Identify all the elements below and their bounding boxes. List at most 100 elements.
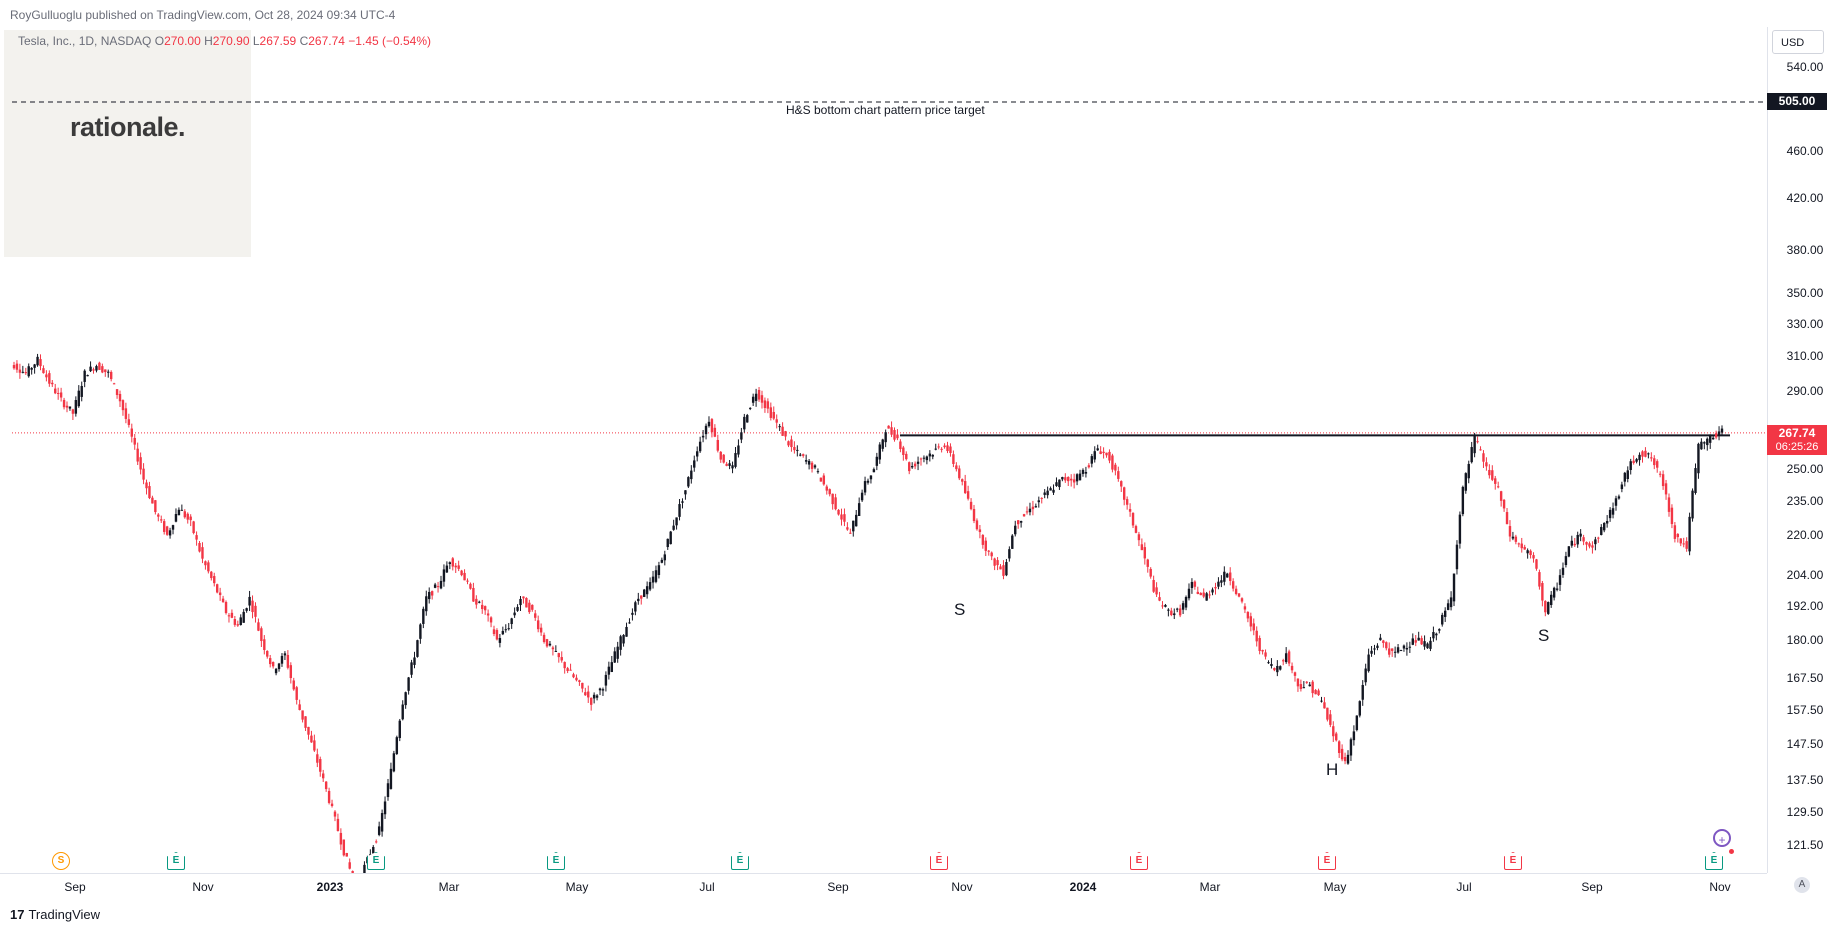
earnings-event-icon[interactable]: E — [1504, 852, 1522, 870]
candle-body — [1081, 469, 1085, 474]
candle-body — [1317, 690, 1320, 696]
candle-body — [663, 554, 667, 561]
candle-body — [595, 695, 599, 698]
candle-body — [398, 720, 401, 739]
price-chart[interactable] — [0, 0, 1767, 873]
candle-body — [996, 560, 999, 566]
candle-body — [869, 475, 873, 480]
candle-body — [260, 628, 263, 642]
candle-body — [1149, 568, 1152, 577]
candle-body — [875, 456, 879, 466]
candle-body — [601, 689, 605, 691]
candle-body — [36, 356, 39, 366]
candle-body — [1311, 681, 1314, 694]
earnings-event-icon[interactable]: E — [1318, 852, 1336, 870]
candle-body — [1052, 489, 1055, 493]
candle-body — [204, 561, 207, 566]
candle-body — [849, 532, 852, 534]
candle-body — [961, 479, 964, 482]
candle-body — [1449, 597, 1453, 608]
earnings-event-icon[interactable]: E — [167, 852, 185, 870]
candle-body — [1644, 450, 1647, 457]
earnings-event-icon[interactable]: E — [367, 852, 385, 870]
candle-body — [734, 453, 737, 467]
candle-body — [395, 737, 399, 754]
candle-body — [98, 362, 101, 370]
candle-body — [1402, 645, 1406, 649]
time-axis[interactable]: Sep Nov 2023 Mar May Jul Sep Nov 2024 Mar May Jul Se… — [0, 873, 1767, 899]
auto-scale-button[interactable]: A — [1794, 877, 1810, 893]
candle-body — [304, 716, 307, 728]
candle-body — [1555, 588, 1559, 590]
candle-body — [669, 531, 672, 545]
split-event-icon[interactable]: S — [52, 852, 70, 870]
candle-body — [1025, 511, 1029, 513]
candle-body — [15, 363, 19, 370]
candle-body — [934, 448, 937, 450]
candle-body — [1320, 700, 1323, 702]
candle-body — [919, 458, 923, 460]
candle-body — [1252, 623, 1255, 631]
candle-body — [30, 368, 33, 370]
candle-body — [507, 628, 510, 630]
candle-body — [1308, 684, 1311, 687]
candle-body — [1603, 522, 1606, 531]
candle-body — [1617, 496, 1621, 499]
candle-body — [563, 662, 566, 669]
candle-body — [157, 514, 160, 517]
candle-body — [1284, 653, 1288, 663]
candle-body — [1496, 486, 1500, 488]
candle-body — [298, 704, 301, 710]
candle-body — [257, 622, 260, 631]
candle-body — [1273, 668, 1276, 671]
candle-body — [1714, 433, 1718, 438]
candle-body — [784, 431, 787, 437]
candle-body — [740, 432, 743, 440]
earnings-event-icon[interactable]: E — [1130, 852, 1148, 870]
candle-body — [1653, 458, 1656, 466]
candle-body — [1376, 645, 1379, 648]
candle-body — [554, 650, 558, 652]
candle-body — [831, 493, 834, 505]
candle-body — [625, 626, 628, 637]
candle-body — [896, 434, 899, 439]
candle-body — [522, 596, 525, 599]
candle-body — [148, 486, 151, 499]
candle-body — [363, 864, 366, 873]
candle-body — [380, 813, 384, 832]
price-scale-label: 157.50 — [1786, 702, 1824, 717]
candle-body — [1508, 526, 1512, 537]
candle-body — [1694, 468, 1697, 494]
candle-body — [660, 559, 664, 563]
candle-body — [56, 393, 60, 395]
earnings-event-icon[interactable]: E — [731, 852, 749, 870]
candle-body — [295, 687, 298, 700]
candle-body — [1205, 593, 1208, 601]
earnings-event-icon[interactable]: E — [547, 852, 565, 870]
plus-circle-icon[interactable]: + — [1713, 829, 1731, 847]
candle-body — [893, 430, 896, 440]
candle-body — [1608, 509, 1612, 519]
candle-body — [966, 491, 970, 499]
candle-body — [242, 611, 245, 623]
candle-body — [221, 598, 225, 603]
currency-selector[interactable]: USD — [1772, 30, 1824, 54]
candle-body — [687, 477, 690, 487]
candle-body — [781, 426, 784, 436]
candle-body — [1670, 507, 1674, 525]
footer-brand[interactable]: 17 TradingView — [10, 907, 100, 922]
time-axis-label: May — [1323, 880, 1347, 894]
earnings-event-icon[interactable]: E — [930, 852, 948, 870]
time-axis-label: Sep — [64, 880, 86, 894]
candle-body — [1529, 550, 1532, 555]
candle-body — [1152, 579, 1155, 592]
candle-body — [372, 847, 375, 854]
candle-body — [1005, 562, 1008, 576]
candle-body — [536, 620, 540, 630]
candle-body — [448, 562, 452, 565]
earnings-event-icon[interactable]: E — [1705, 852, 1723, 870]
candle-body — [1075, 474, 1079, 482]
candle-body — [645, 586, 649, 595]
candle-body — [445, 565, 449, 573]
candle-body — [1514, 536, 1518, 542]
